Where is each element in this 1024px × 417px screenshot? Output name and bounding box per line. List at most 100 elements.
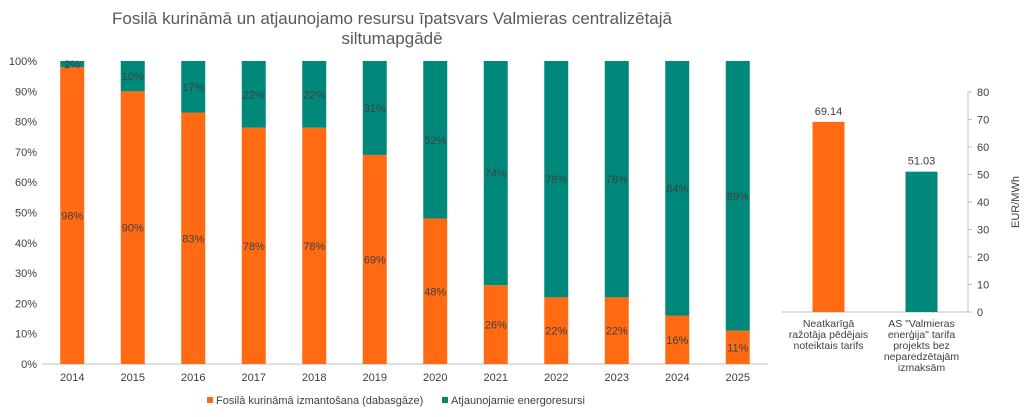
data-label-renewable: 31% [364,103,386,115]
y-tick-label: 70% [15,147,37,159]
x-tick-label-2: neparedzētajām [884,351,960,363]
y-tick-label: 40% [15,238,37,250]
x-tick-label: 2023 [605,372,629,384]
x-tick-label: 2015 [121,372,145,384]
data-label-renewable: 22% [243,89,265,101]
bar-renewable [120,61,145,92]
legend-swatch-renewable [442,397,448,403]
x-tick-label-2: Neatkarīgā [803,318,855,330]
bar-tariff [812,121,845,313]
y-tick-label: 0% [21,359,37,371]
y-tick-label-2: 70 [977,115,989,127]
x-tick-label-2: izmaksām [898,362,946,374]
bar-renewable [665,61,690,316]
bar-fossil [241,127,266,364]
y-tick-label: 50% [15,208,37,220]
y-tick-label-2: 0 [977,307,983,319]
data-label-renewable: 2% [64,59,80,71]
x-tick-label: 2020 [423,372,447,384]
x-tick-label-2: ražotāja pēdējais [789,329,868,341]
data-label-fossil: 98% [61,211,83,223]
data-label-renewable: 89% [727,191,749,203]
y-tick-label-2: 80 [977,87,989,99]
data-label-renewable: 84% [666,183,688,195]
x-tick-label-2: projekts bez [893,340,950,352]
x-tick-label: 2025 [726,372,750,384]
bar-fossil [181,112,206,364]
x-tick-label: 2024 [665,372,689,384]
data-label-tariff: 69.14 [815,106,843,118]
y-tick-label-2: 10 [977,280,989,292]
x-tick-label: 2021 [484,372,508,384]
y-tick-label-2: 30 [977,225,989,237]
bar-renewable [725,61,750,331]
data-label-renewable: 10% [122,71,144,83]
data-label-renewable: 74% [485,168,507,180]
data-label-fossil: 11% [727,342,748,354]
data-label-fossil: 69% [364,254,386,266]
bar-renewable [483,61,508,286]
data-label-fossil: 78% [243,241,265,253]
x-tick-label: 2017 [242,372,266,384]
y-tick-label-2: 20 [977,252,989,264]
x-tick-label: 2014 [60,372,84,384]
y-tick-label-2: 40 [977,197,989,209]
bar-tariff [905,171,938,312]
bar-renewable [60,61,85,68]
data-label-fossil: 16% [666,335,688,347]
data-label-fossil: 26% [485,320,507,332]
y-tick-label: 10% [15,329,37,341]
legend-label-renewable: Atjaunojamie energoresursi [451,395,585,407]
data-label-renewable: 78% [606,174,628,186]
x-tick-label: 2016 [181,372,205,384]
x-tick-label-2: noteiktais tarifs [793,340,863,352]
bar-renewable [241,61,266,128]
data-label-renewable: 52% [424,135,446,147]
bar-fossil [725,330,750,364]
data-label-renewable: 22% [303,89,325,101]
chart-title-line: Fosilā kurināmā un atjaunojamo resursu ī… [112,9,673,28]
bar-fossil [604,297,629,364]
bar-fossil [362,154,387,364]
y-tick-label: 80% [15,117,37,129]
y-tick-label: 20% [15,298,37,310]
bar-fossil [120,91,145,365]
x-tick-label-2: AS "Valmieras [888,318,955,330]
bar-fossil [423,218,448,364]
chart-title-line: siltumapgādē [341,29,442,48]
data-label-fossil: 90% [122,223,144,235]
legend-label-fossil: Fosilā kurināmā izmantošana (dabasgāze) [216,395,423,407]
y-tick-label: 60% [15,177,37,189]
bar-renewable [302,61,327,128]
y-tick-label: 100% [9,56,37,68]
y-tick-label-2: 50 [977,170,989,182]
bar-fossil [665,315,690,364]
y-axis-title-2: EUR/MWh [1010,176,1022,228]
legend-swatch-fossil [207,397,213,403]
bar-renewable [604,61,629,298]
y-tick-label: 30% [15,268,37,280]
data-label-fossil: 78% [303,241,325,253]
bar-fossil [60,67,85,364]
bar-renewable [544,61,569,298]
data-label-renewable: 78% [545,174,567,186]
y-tick-label-2: 60 [977,142,989,154]
data-label-tariff: 51.03 [908,156,936,168]
bar-renewable [423,61,448,219]
y-tick-label: 90% [15,86,37,98]
data-label-fossil: 83% [182,233,204,245]
bar-fossil [302,127,327,364]
data-label-fossil: 22% [545,326,567,338]
bar-fossil [483,285,508,364]
data-label-fossil: 48% [424,286,446,298]
data-label-renewable: 17% [182,82,204,94]
x-tick-label-2: enerģija" tarifa [888,328,956,341]
data-label-fossil: 22% [606,326,628,338]
bar-renewable [362,61,387,155]
bar-fossil [544,297,569,364]
x-tick-label: 2022 [544,372,568,384]
x-tick-label: 2018 [302,372,326,384]
bar-renewable [181,61,206,113]
x-tick-label: 2019 [363,372,387,384]
